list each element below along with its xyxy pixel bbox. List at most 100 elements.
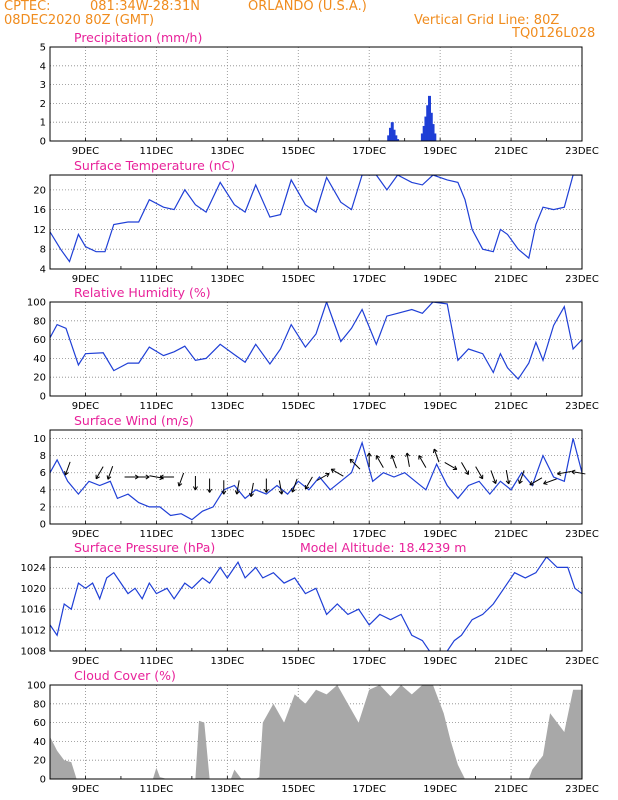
x-tick-label: 21DEC — [494, 146, 528, 157]
x-tick-label: 15DEC — [281, 401, 315, 412]
x-tick-label: 21DEC — [494, 656, 528, 667]
wind-arrow-shaft — [529, 477, 543, 486]
precip-bar — [426, 105, 430, 141]
panel-frame — [49, 556, 583, 652]
y-tick-label: 20 — [33, 756, 46, 767]
wind-arrow-shaft — [178, 472, 185, 487]
wind-arrow-head — [145, 474, 150, 480]
wind-arrow-head — [557, 470, 562, 476]
x-tick-label: 19DEC — [423, 784, 457, 795]
series-line — [50, 438, 582, 521]
wind-arrow-head — [518, 479, 523, 484]
cloud-area — [50, 685, 582, 779]
precip-bar — [388, 127, 392, 141]
wind-arrow-shaft — [95, 466, 104, 480]
x-tick-label: 9DEC — [72, 401, 99, 412]
y-tick-label: 40 — [33, 354, 46, 365]
x-tick-label: 9DEC — [72, 784, 99, 795]
wind-arrow-head — [505, 479, 511, 485]
wind-arrow-shaft — [571, 471, 586, 475]
wind-arrow-head — [249, 492, 254, 498]
wind-arrow-shaft — [278, 480, 283, 495]
x-tick-label: 11DEC — [140, 401, 174, 412]
panel-frame — [49, 301, 583, 397]
x-tick-label: 17DEC — [352, 529, 386, 540]
y-tick-label: 1 — [40, 118, 46, 129]
y-tick-label: 100 — [27, 681, 46, 692]
y-tick-label: 5 — [40, 43, 46, 54]
y-tick-label: 3 — [40, 80, 46, 91]
wind-arrow-shaft — [349, 458, 361, 470]
wind-arrow-head — [405, 452, 411, 457]
wind-arrow-head — [464, 470, 470, 475]
wind-arrow-shaft — [444, 461, 458, 470]
x-tick-label: 11DEC — [140, 146, 174, 157]
x-tick-label: 17DEC — [352, 146, 386, 157]
wind-arrow-shaft — [475, 466, 484, 480]
y-tick-label: 20 — [33, 373, 46, 384]
y-tick-label: 80 — [33, 699, 46, 710]
wind-arrow-head — [106, 475, 112, 480]
panel-title: Surface Pressure (hPa) — [74, 540, 215, 555]
wind-arrow-head — [330, 468, 336, 473]
panel-frame — [49, 174, 583, 270]
header-coords: 081:34W-28:31N — [90, 0, 200, 14]
y-tick-label: 10 — [33, 434, 46, 445]
wind-arrow-shaft — [490, 470, 497, 484]
x-tick-label: 13DEC — [210, 656, 244, 667]
panel-frame — [49, 46, 583, 142]
y-tick-label: 4 — [40, 485, 46, 496]
precip-bar — [429, 112, 433, 141]
x-tick-label: 17DEC — [352, 401, 386, 412]
wind-arrow-head — [95, 474, 100, 480]
x-tick-label: 15DEC — [281, 146, 315, 157]
wind-arrow-head — [390, 454, 396, 460]
x-tick-label: 19DEC — [423, 274, 457, 285]
x-tick-label: 21DEC — [494, 784, 528, 795]
x-tick-label: 13DEC — [210, 146, 244, 157]
wind-arrow-shaft — [64, 461, 71, 476]
y-tick-label: 60 — [33, 335, 46, 346]
wind-arrow-head — [192, 486, 198, 491]
wind-arrow-head — [418, 455, 423, 460]
wind-arrow-shaft — [330, 468, 344, 477]
y-tick-label: 4 — [40, 265, 46, 276]
x-tick-label: 15DEC — [281, 274, 315, 285]
wind-arrow-shaft — [250, 482, 254, 497]
x-tick-label: 23DEC — [565, 784, 599, 795]
wind-arrow-shaft — [433, 448, 440, 463]
wind-arrow-head — [432, 448, 438, 454]
precip-bar — [427, 95, 431, 141]
x-tick-label: 19DEC — [423, 656, 457, 667]
series-line — [50, 557, 582, 651]
panel-annotation: Model Altitude: 18.4239 m — [300, 540, 466, 555]
wind-arrow-head — [349, 458, 355, 464]
y-tick-label: 1024 — [21, 563, 46, 574]
precip-bar — [387, 135, 391, 141]
wind-arrow-shaft — [557, 471, 572, 475]
y-tick-label: 2 — [40, 502, 46, 513]
y-tick-label: 8 — [40, 245, 46, 256]
x-tick-label: 21DEC — [494, 401, 528, 412]
x-tick-label: 13DEC — [210, 529, 244, 540]
x-tick-label: 11DEC — [140, 784, 174, 795]
precip-bar — [420, 133, 424, 141]
x-tick-label: 15DEC — [281, 656, 315, 667]
y-tick-label: 0 — [40, 520, 46, 531]
header-gridline: Vertical Grid Line: 80Z — [414, 13, 560, 28]
y-tick-label: 16 — [33, 205, 46, 216]
wind-arrow-head — [492, 479, 497, 484]
y-tick-label: 0 — [40, 775, 46, 786]
x-tick-label: 9DEC — [72, 274, 99, 285]
precip-bar — [422, 125, 426, 141]
wind-arrow-head — [291, 488, 296, 493]
x-tick-label: 23DEC — [565, 529, 599, 540]
x-tick-label: 9DEC — [72, 529, 99, 540]
x-tick-label: 9DEC — [72, 146, 99, 157]
panel-0: 0 1 2 3 4 5 9DEC 11DEC 13DEC 15DEC 17DEC 19DEC 21DEC… — [40, 30, 599, 157]
x-tick-label: 11DEC — [140, 274, 174, 285]
wind-arrow-head — [543, 480, 548, 485]
wind-arrow-shaft — [236, 480, 240, 495]
panel-title: Cloud Cover (%) — [74, 668, 176, 683]
wind-arrow-shaft — [543, 478, 557, 485]
